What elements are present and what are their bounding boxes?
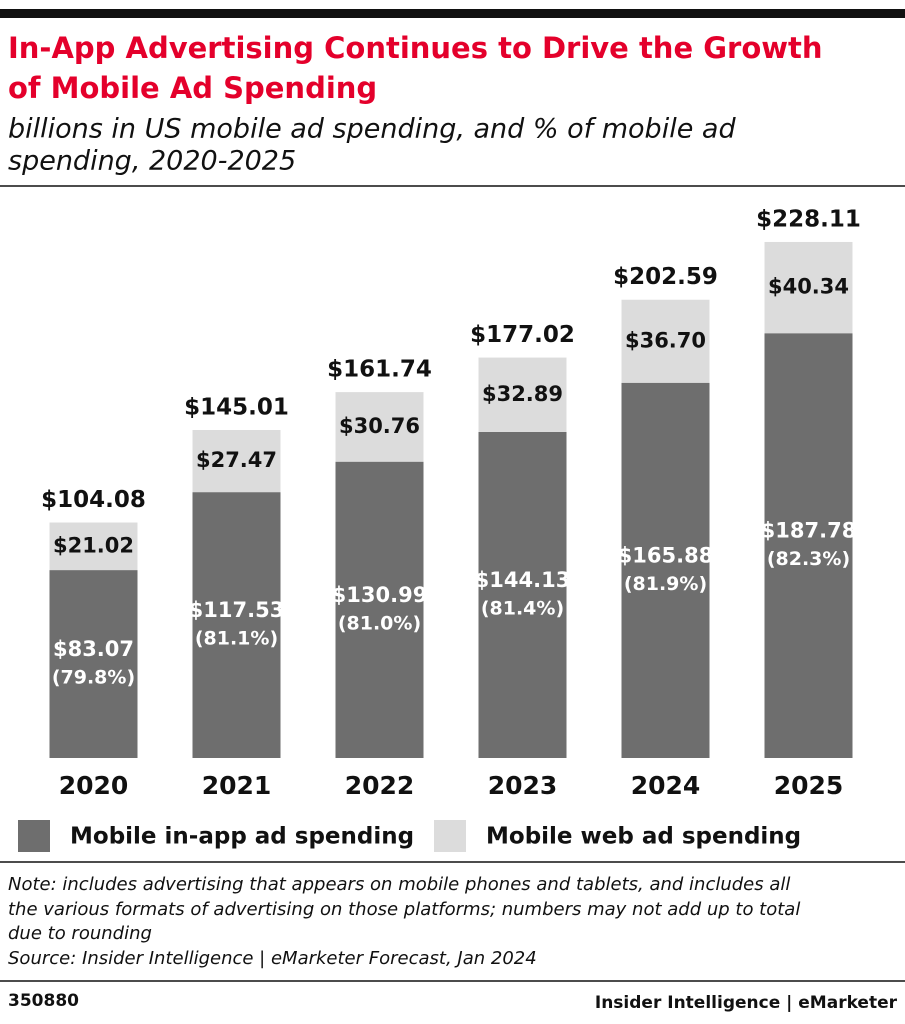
x-tick-label: 2021 <box>202 771 272 800</box>
note: the various formats of advertising on th… <box>8 899 800 920</box>
value-label: $27.47 <box>196 448 277 472</box>
note: Note: includes advertising that appears … <box>8 874 790 895</box>
source: Source: Insider Intelligence | eMarketer… <box>8 948 537 969</box>
share-label: (81.1%) <box>195 628 278 650</box>
total-label: $104.08 <box>41 487 146 513</box>
top-rule <box>0 9 905 18</box>
brand: Insider Intelligence | eMarketer <box>595 993 898 1013</box>
value-label: $144.13 <box>475 568 571 592</box>
value-label: $130.99 <box>332 583 428 607</box>
legend-swatch <box>434 820 466 852</box>
legend-swatch <box>18 820 50 852</box>
x-tick-label: 2024 <box>631 771 701 800</box>
x-tick-label: 2025 <box>774 771 844 800</box>
x-tick-label: 2020 <box>59 771 129 800</box>
bar-segment <box>49 522 138 571</box>
bar-segment <box>621 299 710 383</box>
note: due to rounding <box>8 923 152 944</box>
total-label: $202.59 <box>613 264 718 290</box>
chart-title: In-App Advertising Continues to Drive th… <box>8 31 823 65</box>
chart-subtitle: billions in US mobile ad spending, and %… <box>8 114 736 145</box>
bar-segment <box>192 492 281 758</box>
share-label: (82.3%) <box>767 548 850 570</box>
value-label: $40.34 <box>768 275 849 299</box>
bar-segment <box>478 357 567 432</box>
total-label: $177.02 <box>470 322 575 348</box>
value-label: $32.89 <box>482 382 563 406</box>
bar-segment <box>764 333 853 758</box>
share-label: (79.8%) <box>52 667 135 689</box>
share-label: (81.4%) <box>481 597 564 619</box>
x-tick-label: 2022 <box>345 771 415 800</box>
value-label: $187.78 <box>761 519 857 543</box>
chart-title: of Mobile Ad Spending <box>8 71 377 105</box>
chart-subtitle: spending, 2020-2025 <box>8 146 296 177</box>
bar-segment <box>764 241 853 334</box>
total-label: $228.11 <box>756 207 861 233</box>
value-label: $36.70 <box>625 328 706 352</box>
legend-label: Mobile web ad spending <box>486 824 801 850</box>
bar-segment <box>192 430 281 493</box>
value-label: $117.53 <box>189 598 285 622</box>
value-label: $165.88 <box>618 543 714 567</box>
share-label: (81.9%) <box>624 573 707 595</box>
bar-segment <box>478 431 567 758</box>
bar-segment <box>621 382 710 758</box>
value-label: $83.07 <box>53 637 134 661</box>
total-label: $145.01 <box>184 394 289 420</box>
legend-label: Mobile in-app ad spending <box>70 824 414 850</box>
bar-segment <box>335 461 424 758</box>
share-label: (81.0%) <box>338 612 421 634</box>
chart-id: 350880 <box>8 991 79 1011</box>
x-tick-label: 2023 <box>488 771 558 800</box>
total-label: $161.74 <box>327 357 432 383</box>
bar-segment <box>335 392 424 462</box>
bar-segment <box>49 570 138 758</box>
value-label: $30.76 <box>339 414 420 438</box>
value-label: $21.02 <box>53 533 134 557</box>
